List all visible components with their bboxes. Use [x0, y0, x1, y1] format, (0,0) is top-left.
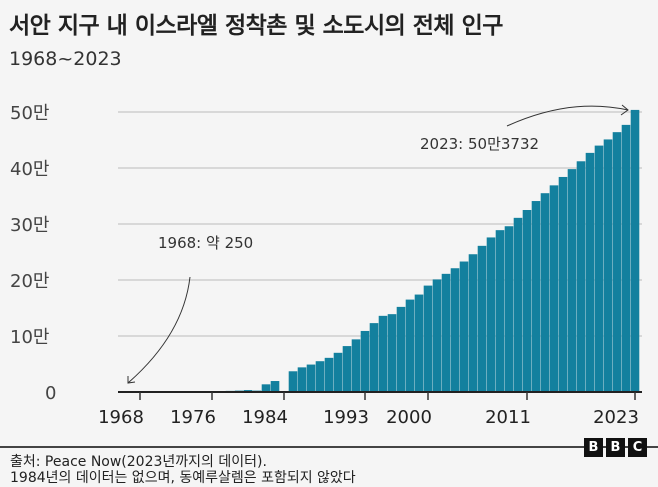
logo-letter: B	[584, 438, 603, 457]
bar-2020	[603, 139, 613, 392]
arrow-head-icon	[127, 376, 136, 384]
x-tick-label: 2011	[485, 407, 531, 428]
bar-2014	[549, 185, 559, 392]
bar-1982	[261, 384, 271, 392]
chart-subtitle: 1968~2023	[9, 48, 122, 70]
bar-1992	[351, 339, 361, 392]
bar-2007	[486, 237, 496, 392]
bar-2005	[468, 254, 478, 392]
bar-1985	[288, 371, 298, 392]
footer-divider	[0, 446, 658, 448]
bar-2011	[522, 210, 532, 392]
bar-2021	[612, 132, 622, 392]
bar-2010	[513, 217, 523, 392]
bar-2019	[594, 145, 604, 392]
bar-1989	[324, 357, 334, 392]
bar-1986	[297, 367, 307, 392]
bar-2006	[477, 245, 487, 392]
x-tick-label: 1968	[98, 407, 144, 428]
bar-2000	[423, 285, 433, 392]
y-tick-label: 40만	[10, 159, 49, 180]
bar-2016	[567, 169, 577, 392]
x-tick-label: 1993	[323, 407, 369, 428]
bar-2012	[531, 201, 541, 392]
bar-2008	[495, 230, 505, 392]
chart-title: 서안 지구 내 이스라엘 정착촌 및 소도시의 전체 인구	[9, 13, 503, 39]
bar-2002	[441, 273, 451, 392]
bar-2004	[459, 261, 469, 392]
source-text: 출처: Peace Now(2023년까지의 데이터).	[10, 454, 267, 470]
bar-1988	[315, 361, 325, 392]
bar-2017	[576, 161, 586, 392]
bar-1997	[396, 306, 406, 392]
bar-1987	[306, 364, 316, 392]
annotation-arrow-2023	[506, 105, 629, 127]
y-tick-label: 30만	[10, 215, 49, 236]
bar-1994	[369, 323, 379, 392]
bar-1993	[360, 330, 370, 392]
annotation-arrow-1968	[127, 276, 191, 384]
note-text: 1984년의 데이터는 없으며, 동예루살렘은 포함되지 않았다	[10, 470, 356, 486]
y-tick-label: 10만	[10, 327, 49, 348]
bar-1991	[342, 346, 352, 392]
logo-letter: B	[606, 438, 625, 457]
bar-1998	[405, 299, 415, 392]
x-tick-label: 1984	[242, 407, 288, 428]
bar-2001	[432, 279, 442, 392]
bar-2018	[585, 152, 595, 392]
bar-2023	[630, 109, 640, 392]
bar-chart: 0 10만 20만 30만 40만 50만 1968 1976 1984 1993 2000 201…	[10, 103, 642, 428]
bar-1996	[387, 314, 397, 392]
annotation-1968: 1968: 약 250	[158, 234, 253, 252]
bar-1990	[333, 352, 343, 392]
bar-1995	[378, 315, 388, 392]
bar-2015	[558, 176, 568, 392]
x-tick-label: 2023	[593, 407, 639, 428]
x-tick-label: 1976	[170, 407, 216, 428]
bar-2009	[504, 226, 514, 392]
x-tick-label: 2000	[386, 407, 432, 428]
bar-1999	[414, 294, 424, 392]
bar-1983	[270, 381, 280, 392]
bar-2022	[621, 124, 631, 392]
bar-2003	[450, 268, 460, 392]
y-tick-label: 0	[45, 383, 56, 404]
annotation-2023: 2023: 50만3732	[420, 135, 539, 153]
logo-letter: C	[628, 438, 647, 457]
y-tick-label: 50만	[10, 103, 49, 124]
bbc-logo: B B C	[584, 438, 647, 457]
y-tick-label: 20만	[10, 271, 49, 292]
bar-2013	[540, 193, 550, 392]
arrow-head-icon	[620, 104, 629, 116]
